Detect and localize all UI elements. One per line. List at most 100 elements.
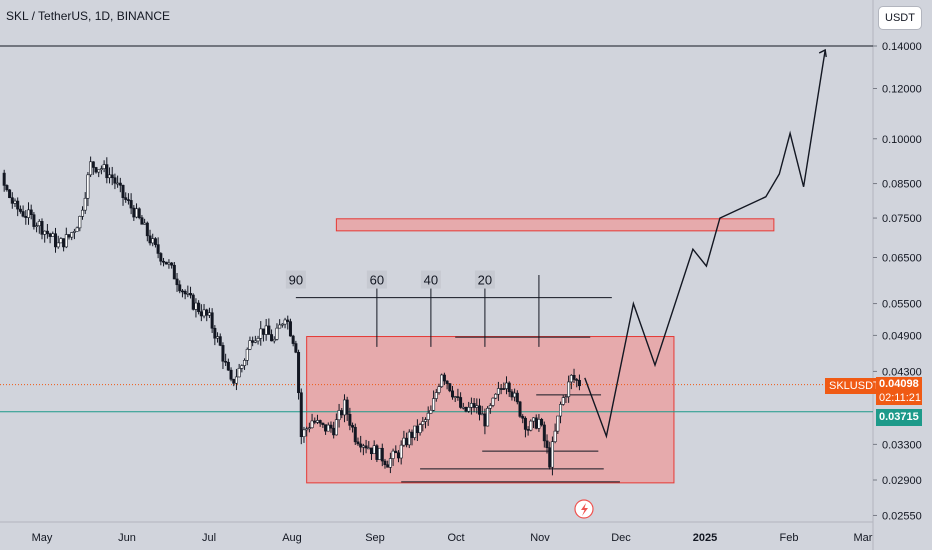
candle-body (453, 396, 457, 398)
candle-body (272, 338, 276, 342)
candle-body (345, 399, 349, 415)
candle-body (510, 391, 514, 398)
candle-body (450, 390, 454, 398)
candle-body (59, 238, 63, 244)
candle-body (359, 443, 363, 448)
candle-body (132, 207, 136, 218)
x-tick-label: Oct (447, 532, 464, 544)
chart-title: SKL / TetherUS, 1D, BINANCE (6, 9, 171, 23)
candle-body (99, 168, 103, 171)
candle-body (2, 172, 6, 186)
y-tick-label: 0.02900 (882, 475, 922, 487)
x-axis: May Jun Jul Aug Sep Oct Nov Dec 2025 Feb Mar (32, 532, 873, 544)
candle-body (456, 396, 460, 398)
candle-body (234, 376, 238, 384)
candle-body (478, 405, 482, 415)
candle-body (402, 437, 406, 446)
candle-body (178, 284, 182, 292)
projection-path (584, 49, 826, 439)
currency-button[interactable]: USDT (878, 6, 922, 30)
candle-body (505, 382, 509, 389)
candle-body (280, 323, 284, 326)
candle-body (264, 325, 268, 335)
candle-body (307, 427, 311, 430)
candle-body (423, 419, 427, 422)
candle-body (110, 174, 114, 179)
candle-body (13, 200, 17, 204)
candle-body (202, 309, 206, 317)
candle-body (156, 244, 160, 254)
candle-body (302, 429, 306, 438)
y-tick-label: 0.03300 (882, 439, 922, 451)
candle-body (145, 222, 149, 237)
candle-body (18, 208, 22, 212)
candle-body (94, 167, 98, 173)
candle-body (426, 412, 430, 420)
candle-body (437, 386, 441, 393)
annotation-bg (285, 270, 306, 289)
candle-body (170, 262, 174, 266)
candle-body (286, 319, 290, 322)
candle-body (164, 261, 168, 265)
candle-body (205, 309, 209, 316)
lightning-icon[interactable] (574, 499, 594, 519)
candle-body (442, 374, 446, 382)
candle-body (294, 343, 298, 353)
candle-body (213, 327, 217, 339)
x-tick-label: Feb (780, 532, 799, 544)
candle-body (26, 209, 30, 218)
candle-body (275, 327, 279, 340)
candle-body (113, 177, 117, 184)
candle-body (534, 417, 538, 429)
candle-body (472, 403, 476, 408)
candle-body (64, 234, 68, 248)
candle-body (186, 293, 190, 295)
annotation-label: 40 (424, 273, 438, 288)
candle-body (491, 397, 495, 406)
x-tick-label: May (32, 532, 53, 544)
x-tick-label: Aug (282, 532, 302, 544)
candle-body (518, 401, 522, 417)
candle-body (194, 302, 198, 310)
x-tick-label: Mar (854, 532, 873, 544)
candle-body (364, 445, 368, 449)
candle-body (191, 294, 195, 310)
candle-body (278, 324, 282, 329)
candle-body (70, 232, 74, 238)
x-tick-label: 2025 (693, 532, 717, 544)
candle-body (32, 214, 36, 227)
candle-body (189, 293, 193, 296)
candle-body (180, 290, 184, 293)
candle-body (513, 392, 517, 398)
candle-body (97, 169, 101, 173)
candle-body (48, 233, 52, 237)
candle-body (461, 406, 465, 409)
candle-body (548, 447, 552, 468)
candle-body (261, 328, 265, 335)
candle-body (448, 383, 452, 392)
candle-body (143, 222, 147, 225)
candle-body (329, 424, 333, 429)
candle-body (337, 410, 341, 421)
y-tick-label: 0.14000 (882, 41, 922, 53)
candle-body (383, 460, 387, 466)
candle-body (361, 445, 365, 448)
candle-body (375, 445, 379, 460)
annotation-bg (420, 270, 441, 289)
annotation-label: 60 (370, 273, 384, 288)
candle-body (529, 420, 533, 431)
candle-body (75, 227, 79, 232)
candle-body (575, 379, 579, 381)
candle-body (413, 425, 417, 438)
x-tick-label: Dec (611, 532, 631, 544)
levels (0, 45, 873, 483)
candle-body (283, 319, 287, 325)
projection (584, 48, 827, 439)
y-tick-label: 0.06500 (882, 253, 922, 265)
candle-body (464, 406, 468, 412)
candle-body (407, 431, 411, 446)
y-axis: 0.14000 0.12000 0.10000 0.08500 0.07500 0.065… (873, 41, 922, 522)
candle-body (16, 200, 20, 210)
candle-body (221, 345, 225, 362)
